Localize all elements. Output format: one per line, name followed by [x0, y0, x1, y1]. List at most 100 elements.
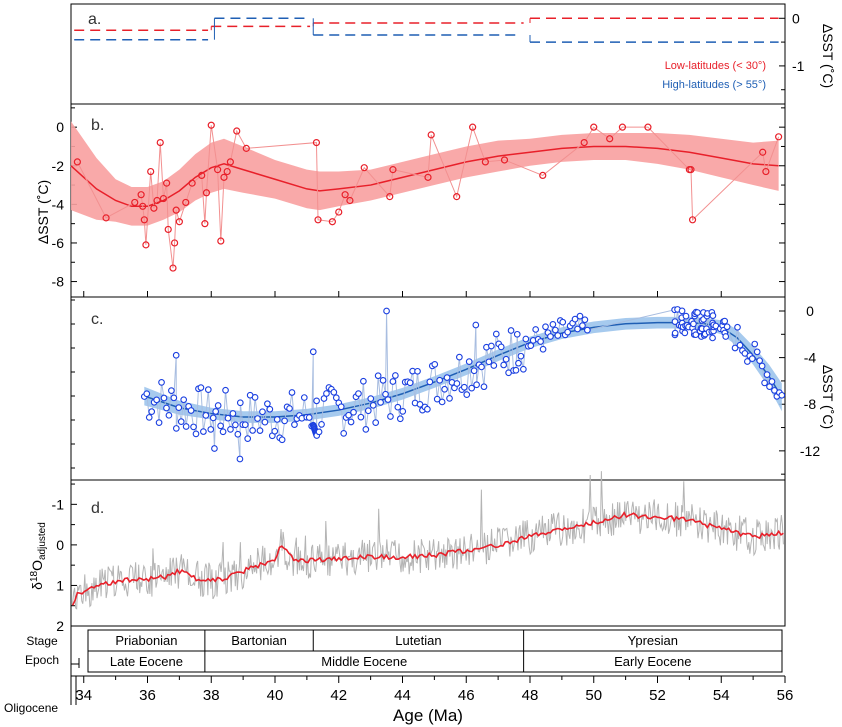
panel-c-point [552, 326, 559, 334]
panel-b-point [198, 171, 206, 180]
panel-b-data-line [76, 125, 780, 269]
panel-c-point [264, 400, 271, 408]
panel-c-point [709, 312, 717, 320]
panel-b-point [147, 167, 155, 176]
panel-c-point [515, 359, 522, 367]
panel-b-point [223, 167, 231, 176]
panel-b-point [618, 123, 627, 131]
panel-c-point [190, 423, 197, 431]
panel-c-point [406, 379, 414, 387]
panel-c-point [170, 394, 178, 402]
panel-c-point [436, 376, 444, 384]
panel-c-y-tick-label: -8 [804, 396, 817, 412]
panel-c-point [315, 428, 323, 436]
panel-b-point [202, 189, 211, 197]
panel-b-point [159, 194, 168, 203]
panel-c-point [396, 415, 404, 423]
panel-c-point [517, 352, 525, 360]
panel-c-point [731, 344, 739, 352]
panel-b-point [233, 127, 241, 135]
panel-b-point [156, 139, 164, 147]
panel-c-point [778, 391, 786, 399]
panel-b-y-tick-label: -2 [52, 158, 65, 174]
panel-c-point [426, 378, 434, 386]
panel-b-point [314, 216, 322, 224]
panel-c-point [202, 412, 210, 419]
legend-low-latitudes: Low-latitudes (< 30°) [665, 60, 766, 72]
panel-c-point [207, 426, 215, 433]
panel-b-point [175, 218, 183, 226]
panel-c-point [234, 430, 242, 438]
panel-b-point [688, 216, 697, 224]
panel-c-point [571, 315, 579, 323]
panel-c-point [500, 361, 508, 369]
panel-c-point [377, 399, 384, 406]
panel-c-point [758, 362, 766, 370]
panel-c-point [227, 426, 234, 433]
panel-b-point [762, 167, 770, 176]
stage-label: Ypresian [628, 633, 678, 648]
panel-b-point [606, 135, 614, 143]
panel-b-point [207, 121, 215, 129]
panel-c-point [723, 323, 731, 331]
panel-c-point [251, 394, 259, 401]
panel-b-y-tick-label: 0 [56, 119, 64, 135]
panel-c-point [453, 380, 461, 387]
panel-c-point [478, 363, 485, 371]
panel-b-point [580, 139, 588, 147]
panel-c-point [337, 403, 345, 411]
panel-c-point [182, 423, 190, 430]
panel-b-point [217, 237, 225, 245]
panel-c-point [488, 342, 495, 350]
panel-c-point [502, 355, 510, 363]
panel-c-point [249, 427, 256, 434]
panel-c-point [212, 408, 220, 415]
panel-c-point [236, 399, 244, 407]
panel-d-y-tick-label: 2 [56, 618, 64, 634]
panel-b-point [102, 214, 110, 222]
panel-c-point [465, 358, 473, 365]
panel-b-point [312, 139, 321, 147]
panel-c-point [520, 365, 527, 373]
panel-b-point [539, 171, 547, 180]
panel-c-point [158, 379, 165, 386]
x-axis-ticks: 34 36 38 40 42 44 46 48 50 52 54 56 [75, 291, 793, 704]
panel-c-point [446, 395, 453, 402]
panel-b-label: b. [91, 117, 104, 134]
panel-b-point [389, 166, 397, 174]
panel-c-point [271, 427, 279, 435]
panel-c-point [281, 417, 288, 425]
panel-b-point [453, 193, 461, 201]
panel-c-point [512, 366, 520, 374]
x-tick-label: 42 [330, 687, 347, 704]
panel-c-point [350, 408, 357, 416]
stage-label: Bartonian [231, 633, 287, 648]
panel-b-point [169, 264, 177, 272]
panel-c-point [576, 312, 584, 320]
panel-c-point [300, 394, 308, 401]
panel-c-point [736, 341, 744, 349]
panel-c-point [681, 329, 689, 337]
panel-c-point [286, 405, 293, 412]
panel-c-point [387, 413, 394, 420]
panel-c-point [374, 372, 382, 380]
panel-b-y-tick-label: -8 [52, 274, 65, 290]
panel-c-point [761, 379, 768, 387]
panel-b-y-label: ΔSST (˚C) [35, 180, 51, 244]
panel-c-point [416, 400, 424, 408]
x-tick-label: 40 [267, 687, 284, 704]
panel-c-point [160, 394, 168, 402]
panel-c-point [291, 421, 298, 428]
panel-b-point [142, 241, 150, 249]
panel-c-point [463, 391, 471, 398]
panel-b-point [201, 220, 209, 228]
panel-c-y-label: ΔSST (˚C) [820, 365, 836, 429]
panel-c-point [513, 330, 521, 338]
panel-b-point [150, 204, 158, 212]
panel-c-point [273, 416, 281, 423]
panel-b-point [139, 202, 147, 210]
oligocene-label: Oligocene [4, 701, 58, 715]
panel-c-point [472, 321, 480, 329]
panel-c-point [456, 353, 463, 361]
panel-b-point [188, 179, 196, 187]
